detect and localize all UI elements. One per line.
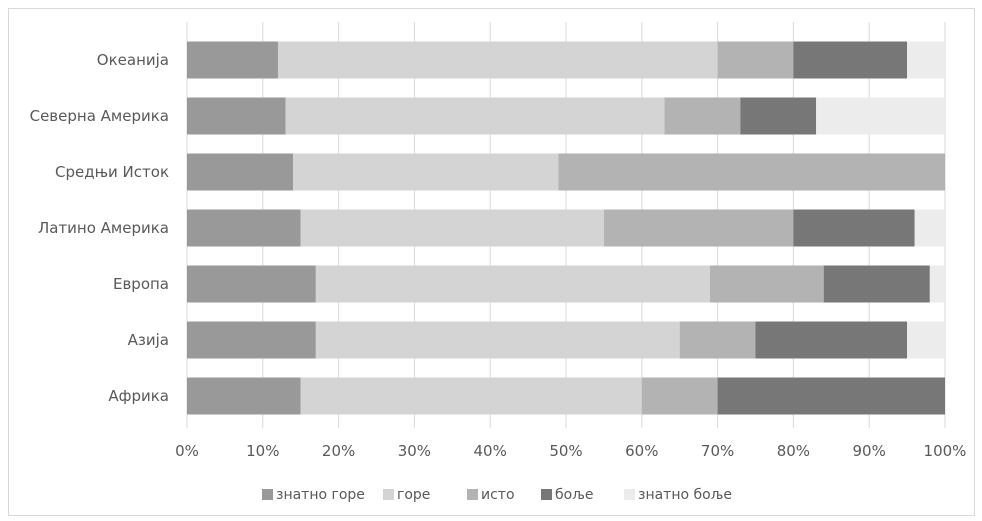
legend-swatch bbox=[383, 489, 394, 500]
legend-label: знатно боље bbox=[638, 487, 732, 503]
x-tick-label: 10% bbox=[246, 442, 279, 460]
bar-segment bbox=[664, 97, 741, 135]
bar-segment bbox=[907, 41, 945, 79]
chart-frame bbox=[8, 8, 975, 516]
bar-segment bbox=[740, 97, 817, 135]
category-label: Африка bbox=[108, 387, 169, 405]
bar-segment bbox=[558, 153, 945, 191]
bar-segment bbox=[914, 209, 945, 247]
category-label: Европа bbox=[113, 275, 169, 293]
category-label: Северна Америка bbox=[30, 107, 169, 125]
legend-swatch bbox=[467, 489, 478, 500]
bar-segment bbox=[603, 209, 794, 247]
x-tick-label: 50% bbox=[549, 442, 582, 460]
bar-segment bbox=[823, 265, 930, 303]
x-tick-label: 70% bbox=[701, 442, 734, 460]
bar-segment bbox=[300, 209, 604, 247]
category-label: Океанија bbox=[97, 51, 169, 69]
legend-label: исто bbox=[481, 487, 515, 503]
bar-segment bbox=[755, 321, 908, 359]
bar-segment bbox=[277, 41, 718, 79]
x-tick-label: 80% bbox=[777, 442, 810, 460]
x-tick-label: 20% bbox=[322, 442, 355, 460]
legend-label: боље bbox=[555, 487, 593, 503]
bar-segment bbox=[641, 377, 718, 415]
category-label: Латино Америка bbox=[38, 219, 169, 237]
bar-segment bbox=[793, 209, 915, 247]
bar-segment bbox=[929, 265, 945, 303]
bar-segment bbox=[679, 321, 756, 359]
bar-segment bbox=[816, 97, 945, 135]
bar-segment bbox=[717, 41, 794, 79]
x-tick-label: 60% bbox=[625, 442, 658, 460]
x-tick-label: 0% bbox=[175, 442, 199, 460]
x-tick-label: 100% bbox=[924, 442, 967, 460]
legend-label: горе bbox=[397, 487, 430, 503]
bar-segment bbox=[187, 41, 278, 79]
x-tick-label: 90% bbox=[853, 442, 886, 460]
x-tick-label: 40% bbox=[474, 442, 507, 460]
bar-segment bbox=[285, 97, 665, 135]
category-label: Азија bbox=[128, 331, 169, 349]
category-label: Средњи Исток bbox=[55, 163, 169, 181]
bar-segment bbox=[907, 321, 945, 359]
bar-segment bbox=[315, 265, 711, 303]
legend-swatch bbox=[541, 489, 552, 500]
bar-segment bbox=[187, 209, 301, 247]
bar-segment bbox=[187, 321, 316, 359]
bar-segment bbox=[187, 97, 286, 135]
legend-swatch bbox=[262, 489, 273, 500]
bar-segment bbox=[187, 377, 301, 415]
bar-segment bbox=[293, 153, 559, 191]
legend-swatch bbox=[624, 489, 635, 500]
legend-label: знатно горе bbox=[276, 487, 365, 503]
bar-segment bbox=[793, 41, 908, 79]
bar-segment bbox=[710, 265, 824, 303]
bar-segment bbox=[187, 265, 316, 303]
bar-segment bbox=[717, 377, 945, 415]
bar-segment bbox=[300, 377, 642, 415]
x-tick-label: 30% bbox=[398, 442, 431, 460]
bar-segment bbox=[315, 321, 680, 359]
bar-segment bbox=[187, 153, 294, 191]
